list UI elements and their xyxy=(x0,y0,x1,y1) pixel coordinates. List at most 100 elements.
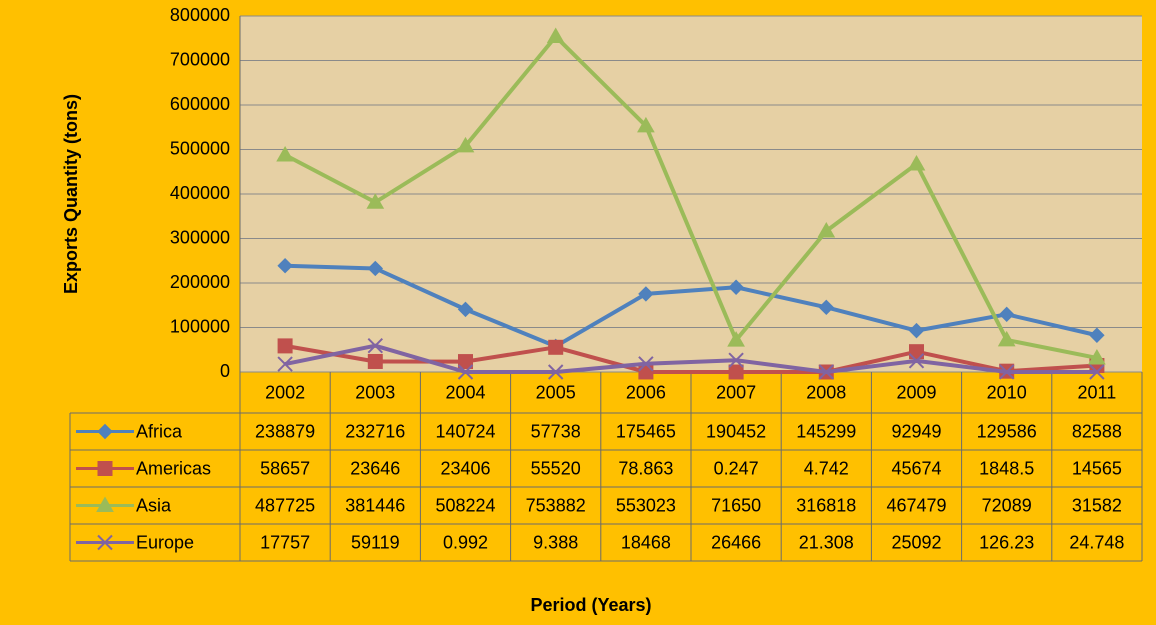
table-value: 316818 xyxy=(796,495,856,515)
marker xyxy=(728,364,744,380)
y-tick-label: 500000 xyxy=(170,138,230,158)
marker xyxy=(638,364,654,380)
table-value: 25092 xyxy=(891,532,941,552)
table-value: 0.992 xyxy=(443,532,488,552)
marker xyxy=(907,154,926,171)
legend-label: Africa xyxy=(136,421,183,441)
y-tick-label: 300000 xyxy=(170,227,230,247)
y-tick-label: 400000 xyxy=(170,183,230,203)
table-value: 140724 xyxy=(435,421,495,441)
marker xyxy=(998,364,1015,380)
x-tick-label: 2004 xyxy=(445,382,485,402)
marker xyxy=(1088,348,1106,365)
marker xyxy=(458,354,473,370)
x-axis-title: Period (Years) xyxy=(530,595,651,615)
marker xyxy=(908,353,925,369)
marker xyxy=(96,496,114,512)
table-value: 78.863 xyxy=(618,458,673,478)
marker xyxy=(548,339,564,355)
table-value: 18468 xyxy=(621,532,671,552)
marker xyxy=(276,145,294,162)
table-value: 21.308 xyxy=(799,532,854,552)
marker xyxy=(818,364,835,380)
table-value: 72089 xyxy=(982,495,1032,515)
marker xyxy=(1089,364,1105,380)
series-line xyxy=(284,34,1098,360)
table-value: 0.247 xyxy=(714,458,759,478)
table-value: 82588 xyxy=(1072,421,1122,441)
legend-label: Asia xyxy=(136,495,172,515)
table-value: 232716 xyxy=(345,421,405,441)
y-tick-label: 700000 xyxy=(170,49,230,69)
series-line xyxy=(284,343,1098,374)
marker xyxy=(367,337,384,354)
marker xyxy=(457,364,474,380)
x-tick-label: 2006 xyxy=(626,382,666,402)
x-tick-label: 2008 xyxy=(806,382,846,402)
marker xyxy=(818,299,835,316)
marker xyxy=(547,364,564,380)
legend-label: Europe xyxy=(136,532,194,552)
table-value: 31582 xyxy=(1072,495,1122,515)
x-tick-label: 2007 xyxy=(716,382,756,402)
table-value: 55520 xyxy=(531,458,581,478)
table-value: 92949 xyxy=(891,421,941,441)
table-value: 753882 xyxy=(526,495,586,515)
marker xyxy=(909,344,924,360)
y-tick-label: 200000 xyxy=(170,272,230,292)
table-value: 190452 xyxy=(706,421,766,441)
x-tick-label: 2003 xyxy=(355,382,395,402)
y-tick-label: 800000 xyxy=(170,5,230,25)
x-tick-label: 2009 xyxy=(896,382,936,402)
marker xyxy=(728,279,744,295)
table-value: 59119 xyxy=(351,532,400,552)
table-value: 4.742 xyxy=(804,458,849,478)
marker xyxy=(97,534,113,551)
marker xyxy=(908,322,925,339)
marker xyxy=(728,352,744,368)
legend-label: Americas xyxy=(136,458,211,478)
table-value: 145299 xyxy=(796,421,856,441)
marker xyxy=(97,423,113,440)
marker xyxy=(277,257,293,274)
table-value: 175465 xyxy=(616,421,676,441)
marker xyxy=(367,353,383,369)
table-value: 24.748 xyxy=(1069,532,1124,552)
table-value: 553023 xyxy=(616,495,676,515)
table-value: 508224 xyxy=(435,495,495,515)
table-value: 487725 xyxy=(255,495,315,515)
marker xyxy=(456,136,475,153)
marker xyxy=(817,222,836,238)
y-tick-label: 100000 xyxy=(170,316,230,336)
y-tick-label: 600000 xyxy=(170,94,230,114)
marker xyxy=(637,116,655,133)
table-value: 14565 xyxy=(1072,458,1122,478)
table-value: 126.23 xyxy=(979,532,1034,552)
marker xyxy=(638,356,654,372)
table-value: 9.388 xyxy=(533,532,578,552)
table-value: 238879 xyxy=(255,421,315,441)
marker xyxy=(997,330,1016,347)
table-value: 17757 xyxy=(260,532,310,552)
table-value: 26466 xyxy=(711,532,761,552)
table-value: 45674 xyxy=(891,458,941,478)
table-value: 57738 xyxy=(531,421,581,441)
marker xyxy=(366,193,385,209)
table-value: 23646 xyxy=(350,458,400,478)
table-value: 71650 xyxy=(711,495,761,515)
table-value: 1848.5 xyxy=(979,458,1034,478)
marker xyxy=(367,260,384,277)
table-value: 129586 xyxy=(977,421,1037,441)
table-value: 58657 xyxy=(260,458,310,478)
y-axis-title: Exports Quantity (tons) xyxy=(61,94,81,294)
marker xyxy=(97,461,113,476)
x-tick-label: 2010 xyxy=(987,382,1027,402)
x-tick-label: 2002 xyxy=(265,382,305,402)
table-value: 23406 xyxy=(440,458,490,478)
marker xyxy=(998,306,1015,323)
x-tick-label: 2011 xyxy=(1078,382,1117,402)
marker xyxy=(546,27,565,44)
marker xyxy=(457,301,474,318)
